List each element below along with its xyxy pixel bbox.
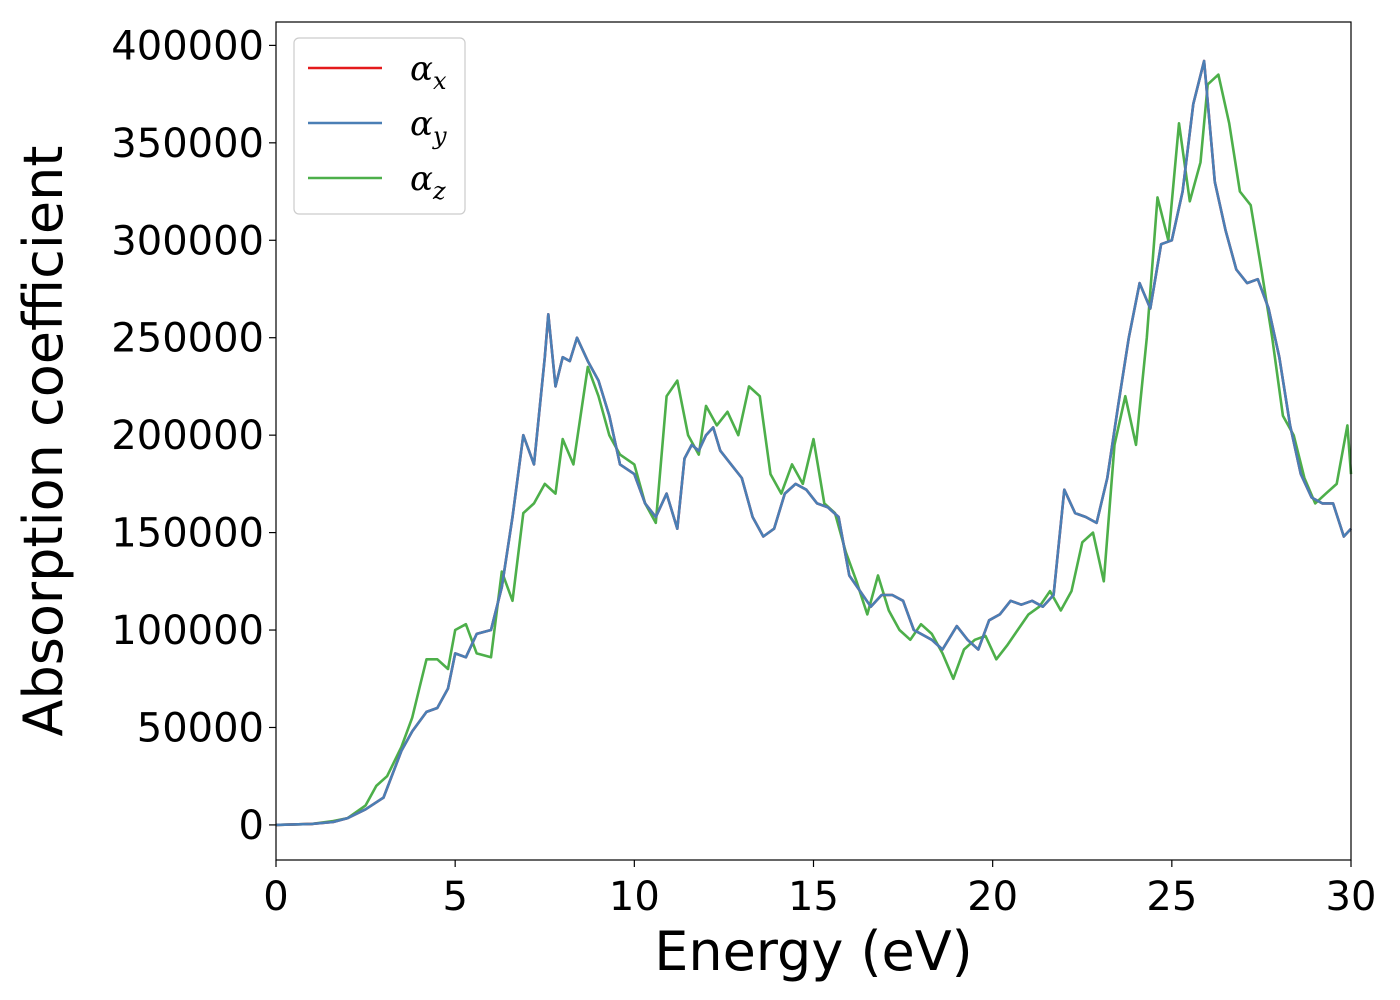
x-tick-label: 10 <box>609 874 660 920</box>
legend-label-y: αy <box>410 104 447 150</box>
legend-label-x: αx <box>410 49 447 95</box>
y-tick-label: 250000 <box>111 316 264 362</box>
y-axis-ticks: 0 50000 100000 150000 200000 250000 300000 3500… <box>111 23 276 849</box>
legend-label-z: αz <box>410 159 446 205</box>
y-tick-label: 350000 <box>111 121 264 167</box>
legend-box <box>293 37 466 215</box>
legend: αx αy αz <box>293 37 466 215</box>
x-tick-label: 0 <box>263 874 288 920</box>
y-tick-label: 150000 <box>111 511 264 557</box>
x-tick-label: 5 <box>442 874 467 920</box>
x-tick-label: 15 <box>788 874 839 920</box>
series-line-y <box>275 59 1352 827</box>
y-tick-label: 400000 <box>111 23 264 69</box>
x-axis-title: Energy (eV) <box>654 920 973 983</box>
y-tick-label: 50000 <box>137 705 264 751</box>
y-axis-title: Absorption coefficient <box>12 146 75 737</box>
y-tick-label: 300000 <box>111 218 264 264</box>
x-tick-label: 30 <box>1326 874 1377 920</box>
x-tick-label: 20 <box>967 874 1018 920</box>
x-axis-ticks: 0 5 10 15 20 25 30 <box>263 860 1376 920</box>
y-tick-label: 0 <box>239 803 264 849</box>
y-tick-label: 200000 <box>111 413 264 459</box>
plot-lines <box>275 59 1353 827</box>
x-tick-label: 25 <box>1146 874 1197 920</box>
y-tick-label: 100000 <box>111 608 264 654</box>
